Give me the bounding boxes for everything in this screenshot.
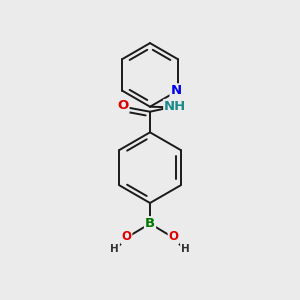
Text: H: H <box>110 244 119 254</box>
Text: O: O <box>117 99 128 112</box>
Text: N: N <box>170 84 182 97</box>
Text: B: B <box>145 217 155 230</box>
Text: NH: NH <box>164 100 186 113</box>
Text: O: O <box>169 230 178 243</box>
Text: O: O <box>122 230 131 243</box>
Text: H: H <box>181 244 190 254</box>
